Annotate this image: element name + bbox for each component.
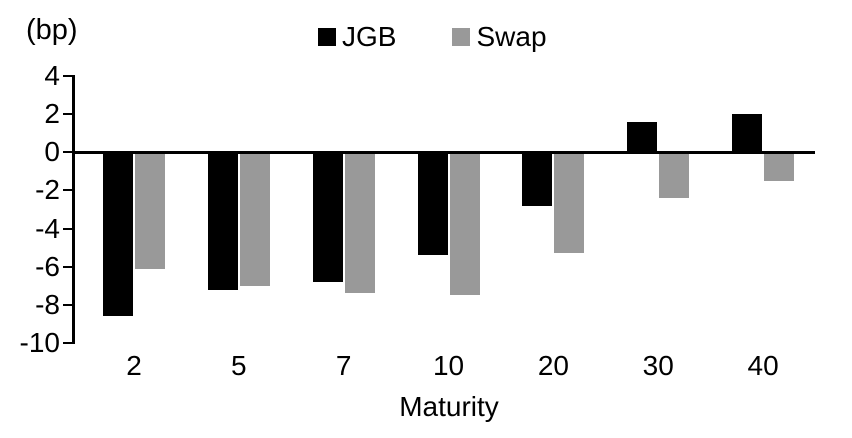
- bar-swap-7: [344, 152, 375, 294]
- y-axis-line: [72, 75, 75, 344]
- bar-swap-30: [659, 152, 690, 199]
- x-category-label: 10: [432, 350, 465, 381]
- x-category-label: 20: [537, 350, 569, 381]
- y-tick-mark: [63, 227, 72, 230]
- legend-label-swap: Swap: [476, 21, 547, 52]
- y-tick-label: -10: [19, 327, 60, 358]
- bar-swap-2: [135, 152, 165, 269]
- zero-axis-line: [72, 150, 815, 154]
- legend: JGB Swap: [318, 22, 547, 52]
- y-tick-label: 4: [44, 60, 60, 91]
- legend-item-swap: Swap: [452, 21, 547, 52]
- y-tick-label: 2: [44, 98, 60, 130]
- y-tick-mark: [63, 75, 72, 77]
- y-tick-mark: [63, 265, 72, 268]
- y-tick-label: -4: [35, 212, 60, 244]
- y-tick-mark: [63, 189, 72, 192]
- y-tick-label: -8: [35, 288, 60, 320]
- y-tick-mark: [63, 151, 72, 154]
- y-tick-label: -6: [35, 250, 60, 282]
- legend-label-jgb: JGB: [342, 21, 397, 52]
- y-axis-unit-label: (bp): [26, 14, 78, 46]
- bar-jgb-20: [522, 152, 553, 206]
- bar-jgb-5: [207, 152, 238, 290]
- x-category-label: 2: [126, 350, 142, 381]
- x-axis-title: Maturity: [399, 391, 499, 422]
- bar-jgb-40: [732, 114, 763, 153]
- legend-item-jgb: JGB: [318, 22, 396, 52]
- bar-jgb-2: [103, 152, 133, 317]
- bar-swap-5: [239, 152, 270, 286]
- x-category-label: 30: [642, 350, 674, 381]
- x-category-label: 40: [747, 350, 779, 381]
- bar-swap-10: [449, 152, 480, 296]
- x-category-label: 5: [231, 350, 247, 381]
- x-category-label: 7: [335, 350, 352, 381]
- bar-jgb-7: [312, 152, 343, 282]
- bar-jgb-10: [417, 152, 448, 256]
- bar-swap-20: [554, 152, 585, 254]
- y-tick-label: 0: [44, 136, 60, 168]
- y-tick-mark: [63, 342, 72, 344]
- y-tick-label: -2: [35, 174, 60, 206]
- bar-jgb-30: [627, 121, 658, 153]
- y-tick-mark: [63, 113, 72, 116]
- jgb-swatch-icon: [318, 28, 336, 46]
- swap-swatch-icon: [452, 28, 471, 46]
- bar-swap-40: [764, 152, 795, 181]
- y-tick-mark: [63, 303, 72, 306]
